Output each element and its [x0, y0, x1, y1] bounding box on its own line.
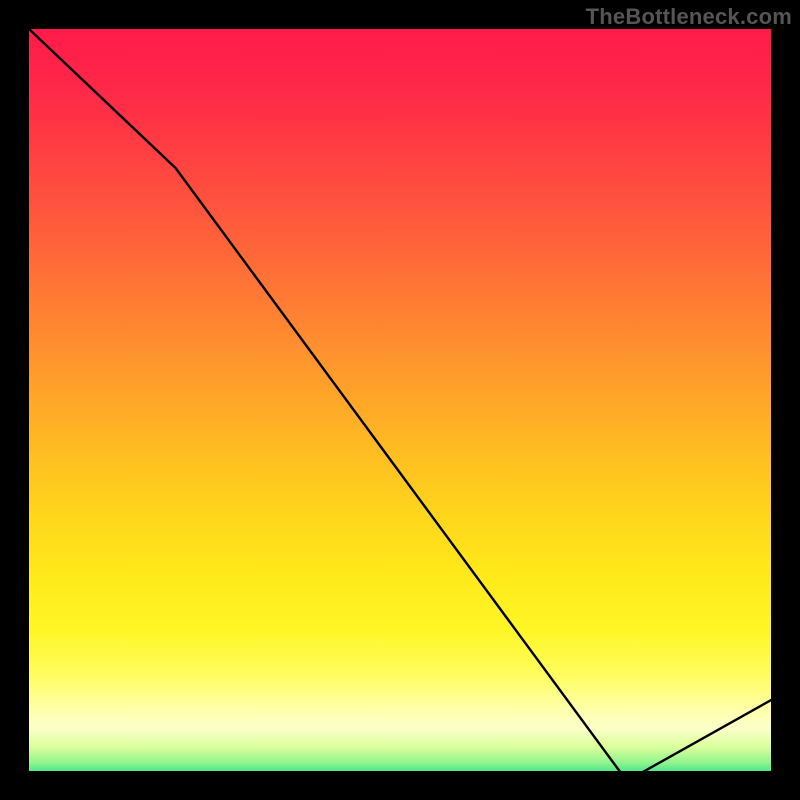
- chart-background: [29, 29, 781, 781]
- bottleneck-chart: [0, 0, 800, 800]
- watermark-text: TheBottleneck.com: [586, 4, 792, 30]
